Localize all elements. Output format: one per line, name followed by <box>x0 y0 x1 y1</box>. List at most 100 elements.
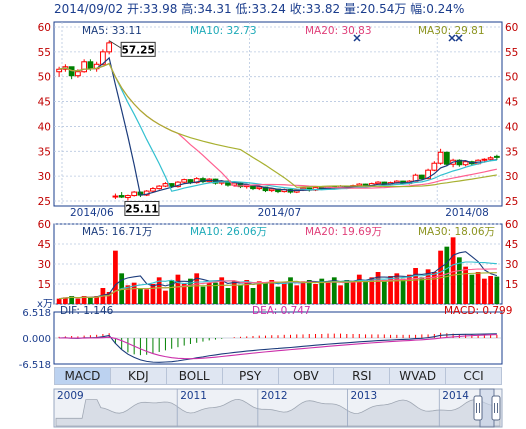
price-ma20-label: MA20: 30.83 <box>305 25 372 37</box>
volume-y-tick: 45 <box>505 239 518 251</box>
volume-bar <box>231 281 237 304</box>
overview-year-label: 2013 <box>350 390 377 402</box>
volume-bar <box>69 296 75 304</box>
ma10-line <box>59 62 497 192</box>
volume-ma-lines <box>59 251 498 300</box>
volume-bar <box>56 298 62 304</box>
tab-cci[interactable]: CCI <box>463 369 484 383</box>
header-quote: 2014/09/02 开:33.98 高:34.31 低:33.24 收:33.… <box>54 1 464 16</box>
macd-dif-line <box>59 333 497 363</box>
volume-bar <box>175 274 181 304</box>
volume-bar <box>63 297 68 304</box>
candle-body <box>462 161 469 166</box>
volume-bar <box>75 298 81 304</box>
candle-body <box>181 179 188 183</box>
volume-bar <box>481 278 487 304</box>
volume-bar <box>331 277 337 304</box>
macd-y-ticks: -6.518 0.000 6.518 <box>19 308 51 371</box>
volume-bar <box>188 278 193 304</box>
volume-y-tick: 60 <box>38 219 51 231</box>
overview-right-handle[interactable] <box>491 395 501 421</box>
tab-rsi[interactable]: RSI <box>334 368 391 384</box>
volume-bar <box>150 284 156 304</box>
candle-body <box>437 151 444 164</box>
tab-psy[interactable]: PSY <box>223 368 279 384</box>
price-y-tick: 60 <box>38 22 51 34</box>
volume-bar <box>394 273 400 304</box>
volume-bar <box>194 273 200 304</box>
volume-bar <box>281 282 287 304</box>
candle-body <box>56 68 63 73</box>
volume-bar <box>369 277 375 304</box>
macd-lines <box>59 333 497 363</box>
price-y-tick: 55 <box>505 47 518 59</box>
ma5-line <box>59 56 497 196</box>
high-annotation-box <box>120 41 156 57</box>
overview-year-label: 2012 <box>261 390 288 402</box>
volume-bar <box>338 285 343 304</box>
indicator-tabs: MACD KDJ BOLL PSY OBV RSI WVAD CCI <box>54 367 502 385</box>
volume-ma20-label: MA20: 19.69万 <box>305 226 382 238</box>
volume-bar <box>131 282 137 304</box>
price-y-tick: 50 <box>505 72 518 84</box>
candle-body <box>493 155 500 158</box>
price-y-tick: 30 <box>505 171 518 183</box>
overview-year-label: 2014 <box>442 390 469 402</box>
candle-body <box>162 183 169 187</box>
low-annotation-label: 25.11 <box>125 203 158 215</box>
price-x-ticks: 2014/06 2014/07 2014/08 <box>70 207 489 219</box>
price-y-tick: 30 <box>38 171 51 183</box>
volume-bar <box>444 246 450 304</box>
candle-body <box>418 174 425 180</box>
price-x-tick: 2014/07 <box>258 207 302 219</box>
price-ma5-label: MA5: 33.11 <box>82 25 142 37</box>
volume-bar <box>144 289 150 304</box>
event-marker-icon <box>448 34 456 42</box>
volume-unit-label: x万 <box>37 299 53 310</box>
tab-wvad[interactable]: WVAD <box>390 368 447 384</box>
volume-bar <box>469 274 475 304</box>
tab-obv[interactable]: OBV <box>279 368 335 384</box>
price-y-ticks-right: 25 30 35 40 45 50 55 60 <box>505 22 518 208</box>
overview-navigator[interactable]: 2009 2011 2012 2013 2014 <box>53 388 503 428</box>
ma30-line <box>59 62 497 188</box>
volume-bar <box>356 274 362 304</box>
low-annotation-box <box>124 200 160 216</box>
event-marker-icon <box>353 34 361 42</box>
candle-body <box>81 61 88 73</box>
candle-body <box>456 159 463 166</box>
volume-bar <box>263 282 268 304</box>
macd-dea-line <box>59 334 497 360</box>
overview-year-ticks: 2009 2011 2012 2013 2014 <box>53 389 469 427</box>
price-x-tick: 2014/06 <box>70 207 114 219</box>
price-y-tick: 35 <box>505 146 518 158</box>
volume-bar <box>425 269 431 304</box>
volume-bar <box>381 281 387 304</box>
event-marker-icon <box>455 34 463 42</box>
macd-y-tick: 0.000 <box>22 334 51 345</box>
volume-bar <box>206 282 212 304</box>
candle-body <box>131 191 138 197</box>
volume-bar <box>406 274 412 304</box>
macd-value-label: MACD: 0.799 <box>444 305 512 317</box>
candle-body <box>256 186 263 190</box>
candle-body <box>443 151 450 165</box>
price-y-tick: 45 <box>38 97 51 109</box>
volume-bar <box>169 280 175 304</box>
volume-ma10-line <box>59 261 497 300</box>
overview-year-label: 2009 <box>57 390 84 402</box>
overview-left-handle[interactable] <box>473 395 483 421</box>
volume-y-tick: 15 <box>38 279 51 291</box>
candle-body <box>106 42 113 53</box>
volume-y-ticks-right: 15 30 45 60 <box>505 219 518 291</box>
tab-macd[interactable]: MACD <box>55 368 111 384</box>
volume-bar <box>88 297 93 304</box>
volume-y-tick: 30 <box>505 259 518 271</box>
volume-bar <box>494 276 500 304</box>
tab-kdj[interactable]: KDJ <box>111 368 167 384</box>
macd-dif-label: DIF: 1.146 <box>60 305 114 317</box>
candle-body <box>431 162 438 171</box>
candle-body <box>481 158 488 161</box>
tab-boll[interactable]: BOLL <box>167 368 223 384</box>
candle-body <box>125 195 131 199</box>
